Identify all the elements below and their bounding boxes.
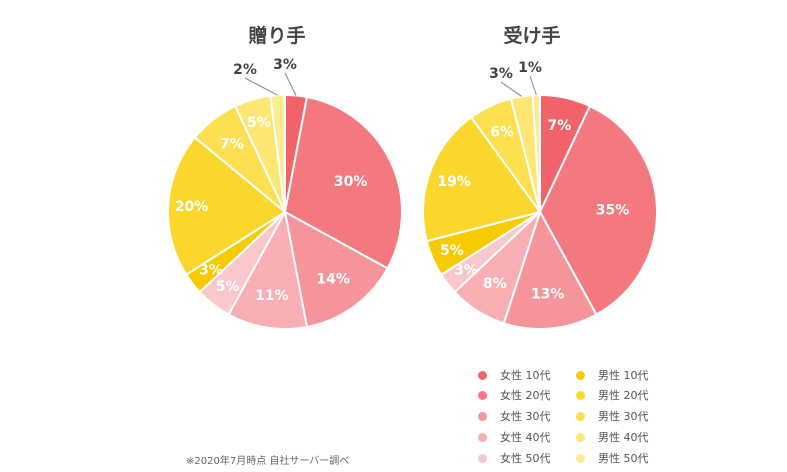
legend-dot-icon bbox=[576, 390, 585, 400]
slice-label: 13% bbox=[531, 287, 565, 303]
slice-label: 2% bbox=[233, 62, 257, 78]
chart-title-givers: 贈り手 bbox=[248, 24, 305, 47]
slice-label: 11% bbox=[255, 288, 289, 304]
slice-label: 6% bbox=[490, 125, 514, 141]
legend-item-male-10s: 男性 10代 bbox=[576, 366, 649, 384]
legend-dot-icon bbox=[478, 453, 487, 463]
legend-dot-icon bbox=[478, 390, 487, 400]
slice-label: 7% bbox=[548, 118, 572, 134]
legend-item-female-40s: 女性 40代 bbox=[478, 428, 551, 446]
footnote: ※2020年7月時点 自社サーバー調べ bbox=[186, 456, 350, 467]
leader-line bbox=[529, 75, 537, 96]
slice-label: 5% bbox=[247, 115, 271, 131]
legend-item-female-30s: 女性 30代 bbox=[478, 407, 551, 425]
leader-line bbox=[284, 72, 297, 96]
legend-item-female-50s: 女性 50代 bbox=[478, 449, 551, 467]
legend-dot-icon bbox=[576, 411, 585, 421]
legend-item-female-10s: 女性 10代 bbox=[478, 366, 551, 384]
slice-label: 19% bbox=[437, 174, 471, 190]
slice-label: 3% bbox=[489, 66, 513, 82]
chart-title-receivers: 受け手 bbox=[503, 24, 560, 47]
pie-slice-givers-9 bbox=[269, 93, 286, 213]
leader-line bbox=[244, 77, 278, 96]
legend-label: 男性 40代 bbox=[598, 431, 649, 444]
legend-label: 男性 30代 bbox=[598, 410, 649, 423]
legend-item-male-50s: 男性 50代 bbox=[576, 449, 649, 467]
pie-slice-receivers-6 bbox=[422, 115, 542, 243]
slice-label: 3% bbox=[273, 57, 297, 73]
pie-slice-givers-6 bbox=[167, 136, 287, 277]
legend-dot-icon bbox=[576, 432, 585, 442]
legend-label: 男性 10代 bbox=[598, 369, 649, 382]
pie-receivers: 7% 35% 13% 8% 3% 5% 19% 6% 3% 1% bbox=[422, 60, 658, 330]
legend-dot-icon bbox=[478, 411, 487, 421]
pie-slice-givers-1 bbox=[283, 95, 403, 270]
legend-dot-icon bbox=[478, 432, 487, 442]
pie-slice-givers-3 bbox=[227, 209, 309, 330]
legend-label: 女性 10代 bbox=[500, 369, 551, 382]
slice-label: 30% bbox=[334, 174, 368, 190]
pie-givers: 3%30%14%11%5%3%20%7%5%2% bbox=[167, 57, 403, 330]
slice-label: 5% bbox=[440, 243, 464, 259]
legend-item-male-30s: 男性 30代 bbox=[576, 407, 649, 425]
slice-label: 8% bbox=[483, 276, 507, 292]
slice-label: 5% bbox=[216, 279, 240, 295]
legend-dot-icon bbox=[576, 453, 585, 463]
legend-label: 女性 30代 bbox=[500, 410, 551, 423]
legend-label: 男性 20代 bbox=[598, 389, 649, 402]
legend-dot-icon bbox=[478, 370, 487, 380]
legend-dot-icon bbox=[576, 370, 585, 380]
legend-item-female-20s: 女性 20代 bbox=[478, 386, 551, 404]
slice-label: 7% bbox=[220, 137, 244, 153]
legend-label: 女性 20代 bbox=[500, 389, 551, 402]
slice-label: 3% bbox=[454, 262, 478, 278]
slice-label: 35% bbox=[596, 203, 630, 219]
legend-item-male-20s: 男性 20代 bbox=[576, 386, 649, 404]
slice-label: 1% bbox=[518, 60, 542, 76]
leader-line bbox=[500, 81, 522, 97]
legend-label: 男性 50代 bbox=[598, 452, 649, 465]
pie-slice-receivers-1 bbox=[538, 104, 658, 316]
legend-label: 女性 40代 bbox=[500, 431, 551, 444]
pie-slice-receivers-2 bbox=[502, 209, 598, 330]
pie-slice-receivers-9 bbox=[531, 93, 541, 213]
legend-item-male-40s: 男性 40代 bbox=[576, 428, 649, 446]
pie-slice-givers-2 bbox=[283, 210, 389, 329]
slice-label: 3% bbox=[199, 262, 223, 278]
slice-label: 14% bbox=[316, 271, 350, 287]
legend-label: 女性 50代 bbox=[500, 452, 551, 465]
slice-label: 20% bbox=[175, 199, 209, 215]
